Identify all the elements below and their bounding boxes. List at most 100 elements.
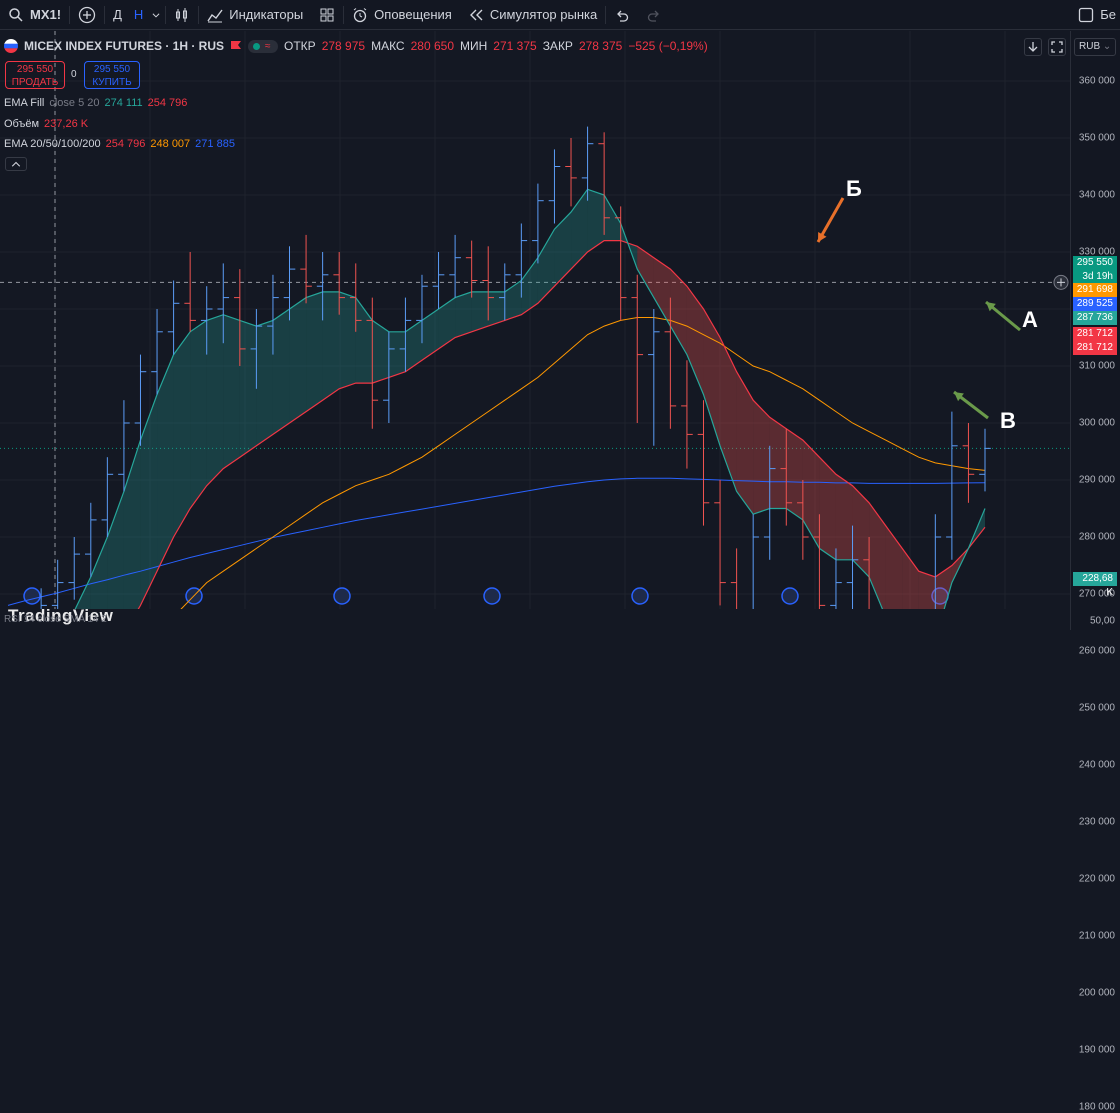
legend-ema-fill-v2: 254 796	[147, 97, 188, 109]
publish-button[interactable]: Бе	[1074, 0, 1120, 30]
ema-fill-segment	[157, 354, 174, 572]
annotation-arrow-b-head	[818, 232, 827, 242]
open-label: ОТКР	[284, 39, 316, 53]
ema-fill-segment	[438, 297, 456, 349]
event-marker-icon	[483, 587, 501, 605]
ema-fill-segment	[736, 371, 754, 515]
separator	[165, 5, 167, 24]
axis-tick: 260 000	[1078, 645, 1115, 657]
indicators-button[interactable]: Индикаторы	[199, 0, 311, 30]
ema-200-line	[7, 477, 986, 606]
high-value: 280 650	[410, 39, 454, 53]
ema-fill-segment	[488, 291, 505, 327]
ema-fill-segment	[918, 571, 936, 609]
search-icon	[9, 7, 23, 22]
axis-tick: 360 000	[1078, 75, 1115, 87]
replay-label: Симулятор рынка	[489, 7, 598, 22]
interval-hour[interactable]: Н	[133, 7, 144, 22]
axis-tick: 220 000	[1078, 873, 1115, 885]
tradingview-logo: TradingView	[8, 606, 114, 625]
checkbox-icon	[1079, 7, 1094, 22]
ema-fill	[75, 189, 985, 609]
ema-fill-segment	[223, 314, 240, 469]
flag-icon[interactable]	[230, 40, 242, 52]
scroll-to-end-button[interactable]	[1024, 38, 1042, 56]
ema-fill-segment	[786, 428, 803, 520]
undo-icon	[617, 10, 629, 22]
candles	[40, 126, 991, 609]
annotation-v: В	[1000, 408, 1016, 433]
axis-tick: 250 000	[1078, 702, 1115, 714]
market-status[interactable]: ≈	[248, 39, 279, 53]
axis-tick: 280 000	[1078, 531, 1115, 543]
compare-button[interactable]	[70, 0, 104, 30]
symbol-label: MX1!	[30, 7, 62, 22]
legend-ema-fill[interactable]: EMA Fill close 5 20 274 111 254 796	[4, 97, 192, 109]
undo-button[interactable]	[606, 0, 638, 30]
fullscreen-button[interactable]	[1048, 38, 1066, 56]
ema-fill-segment	[504, 280, 522, 321]
ema-fill-segment	[322, 291, 340, 401]
annotation-arrow-v-head	[954, 392, 964, 402]
low-value: 271 375	[493, 39, 537, 53]
event-marker-icon	[781, 587, 799, 605]
ema-fill-segment	[471, 291, 489, 332]
ema-fill-segment	[537, 229, 555, 304]
chevron-down-icon	[152, 12, 160, 18]
ema-fill-segment	[686, 286, 704, 395]
ema-fill-segment	[753, 400, 770, 515]
ema-fill-segment	[339, 291, 356, 389]
annotation-b: Б	[846, 176, 862, 201]
interval-dropdown[interactable]	[147, 0, 165, 30]
ema-fill-segment	[256, 320, 273, 446]
ema-fill-segment	[769, 417, 787, 509]
ema-fill-segment	[554, 212, 572, 287]
legend-ema-fill-name: EMA Fill	[4, 97, 45, 109]
ema-fill-segment	[140, 394, 158, 606]
ema-fill-segment	[90, 537, 108, 609]
axis-tick: 300 000	[1078, 417, 1115, 429]
chart-title: MICEX INDEX FUTURES · 1H · RUS	[24, 39, 225, 53]
buy-label: КУПИТЬ	[92, 77, 132, 88]
ema-fill-segment	[802, 440, 820, 549]
buy-button[interactable]: 295 550 КУПИТЬ	[84, 61, 140, 89]
ema-fill-segment	[587, 189, 605, 252]
ema-fill-segment	[703, 309, 721, 446]
ema-fast-badge: 287 736	[1073, 311, 1117, 325]
axis-tick: 180 000	[1078, 1101, 1115, 1113]
price-chart[interactable]	[0, 31, 1070, 609]
alerts-label: Оповещения	[374, 7, 452, 22]
interval-day[interactable]: Д	[113, 7, 122, 22]
ema-fill-segment	[190, 320, 207, 509]
legend-ema-multi[interactable]: EMA 20/50/100/200 254 796 248 007 271 885	[4, 138, 240, 150]
ema-fill-badge: 281 712	[1073, 341, 1117, 355]
open-value: 278 975	[321, 39, 366, 53]
legend-ema-multi-v1: 254 796	[105, 138, 146, 150]
volume-bars	[23, 587, 949, 605]
annotation-arrow-a-head	[986, 302, 996, 312]
collapse-legend-button[interactable]	[5, 157, 27, 171]
separator	[198, 5, 200, 24]
russia-flag-icon	[4, 39, 18, 53]
currency-select[interactable]: RUB ⌄	[1074, 38, 1116, 56]
rsi-legend: RSI 14 close SMA 14 2	[4, 614, 107, 625]
layouts-button[interactable]	[311, 0, 343, 30]
legend-ema-multi-v3: 271 885	[195, 138, 235, 150]
legend-volume[interactable]: Объём 237,26 K	[4, 118, 93, 130]
annotation-a: А	[1022, 307, 1038, 332]
alerts-button[interactable]: Оповещения	[344, 0, 460, 30]
redo-button[interactable]	[638, 0, 670, 30]
chart-type-button[interactable]	[166, 0, 198, 30]
top-toolbar: MX1! Д Н Индикаторы Оповещения Симулятор…	[0, 0, 1120, 30]
axis-tick: 230 000	[1078, 816, 1115, 828]
symbol-search[interactable]: MX1!	[0, 0, 69, 30]
legend-ema-multi-v2: 248 007	[150, 138, 191, 150]
volume-badge: 228,68 K	[1073, 572, 1117, 598]
ema-fill-segment	[455, 291, 472, 338]
separator	[104, 5, 106, 24]
ema-fill-segment	[720, 337, 737, 492]
sell-button[interactable]: 295 550 ПРОДАТЬ	[5, 61, 65, 89]
close-label: ЗАКР	[542, 39, 573, 53]
replay-button[interactable]: Симулятор рынка	[460, 0, 605, 30]
